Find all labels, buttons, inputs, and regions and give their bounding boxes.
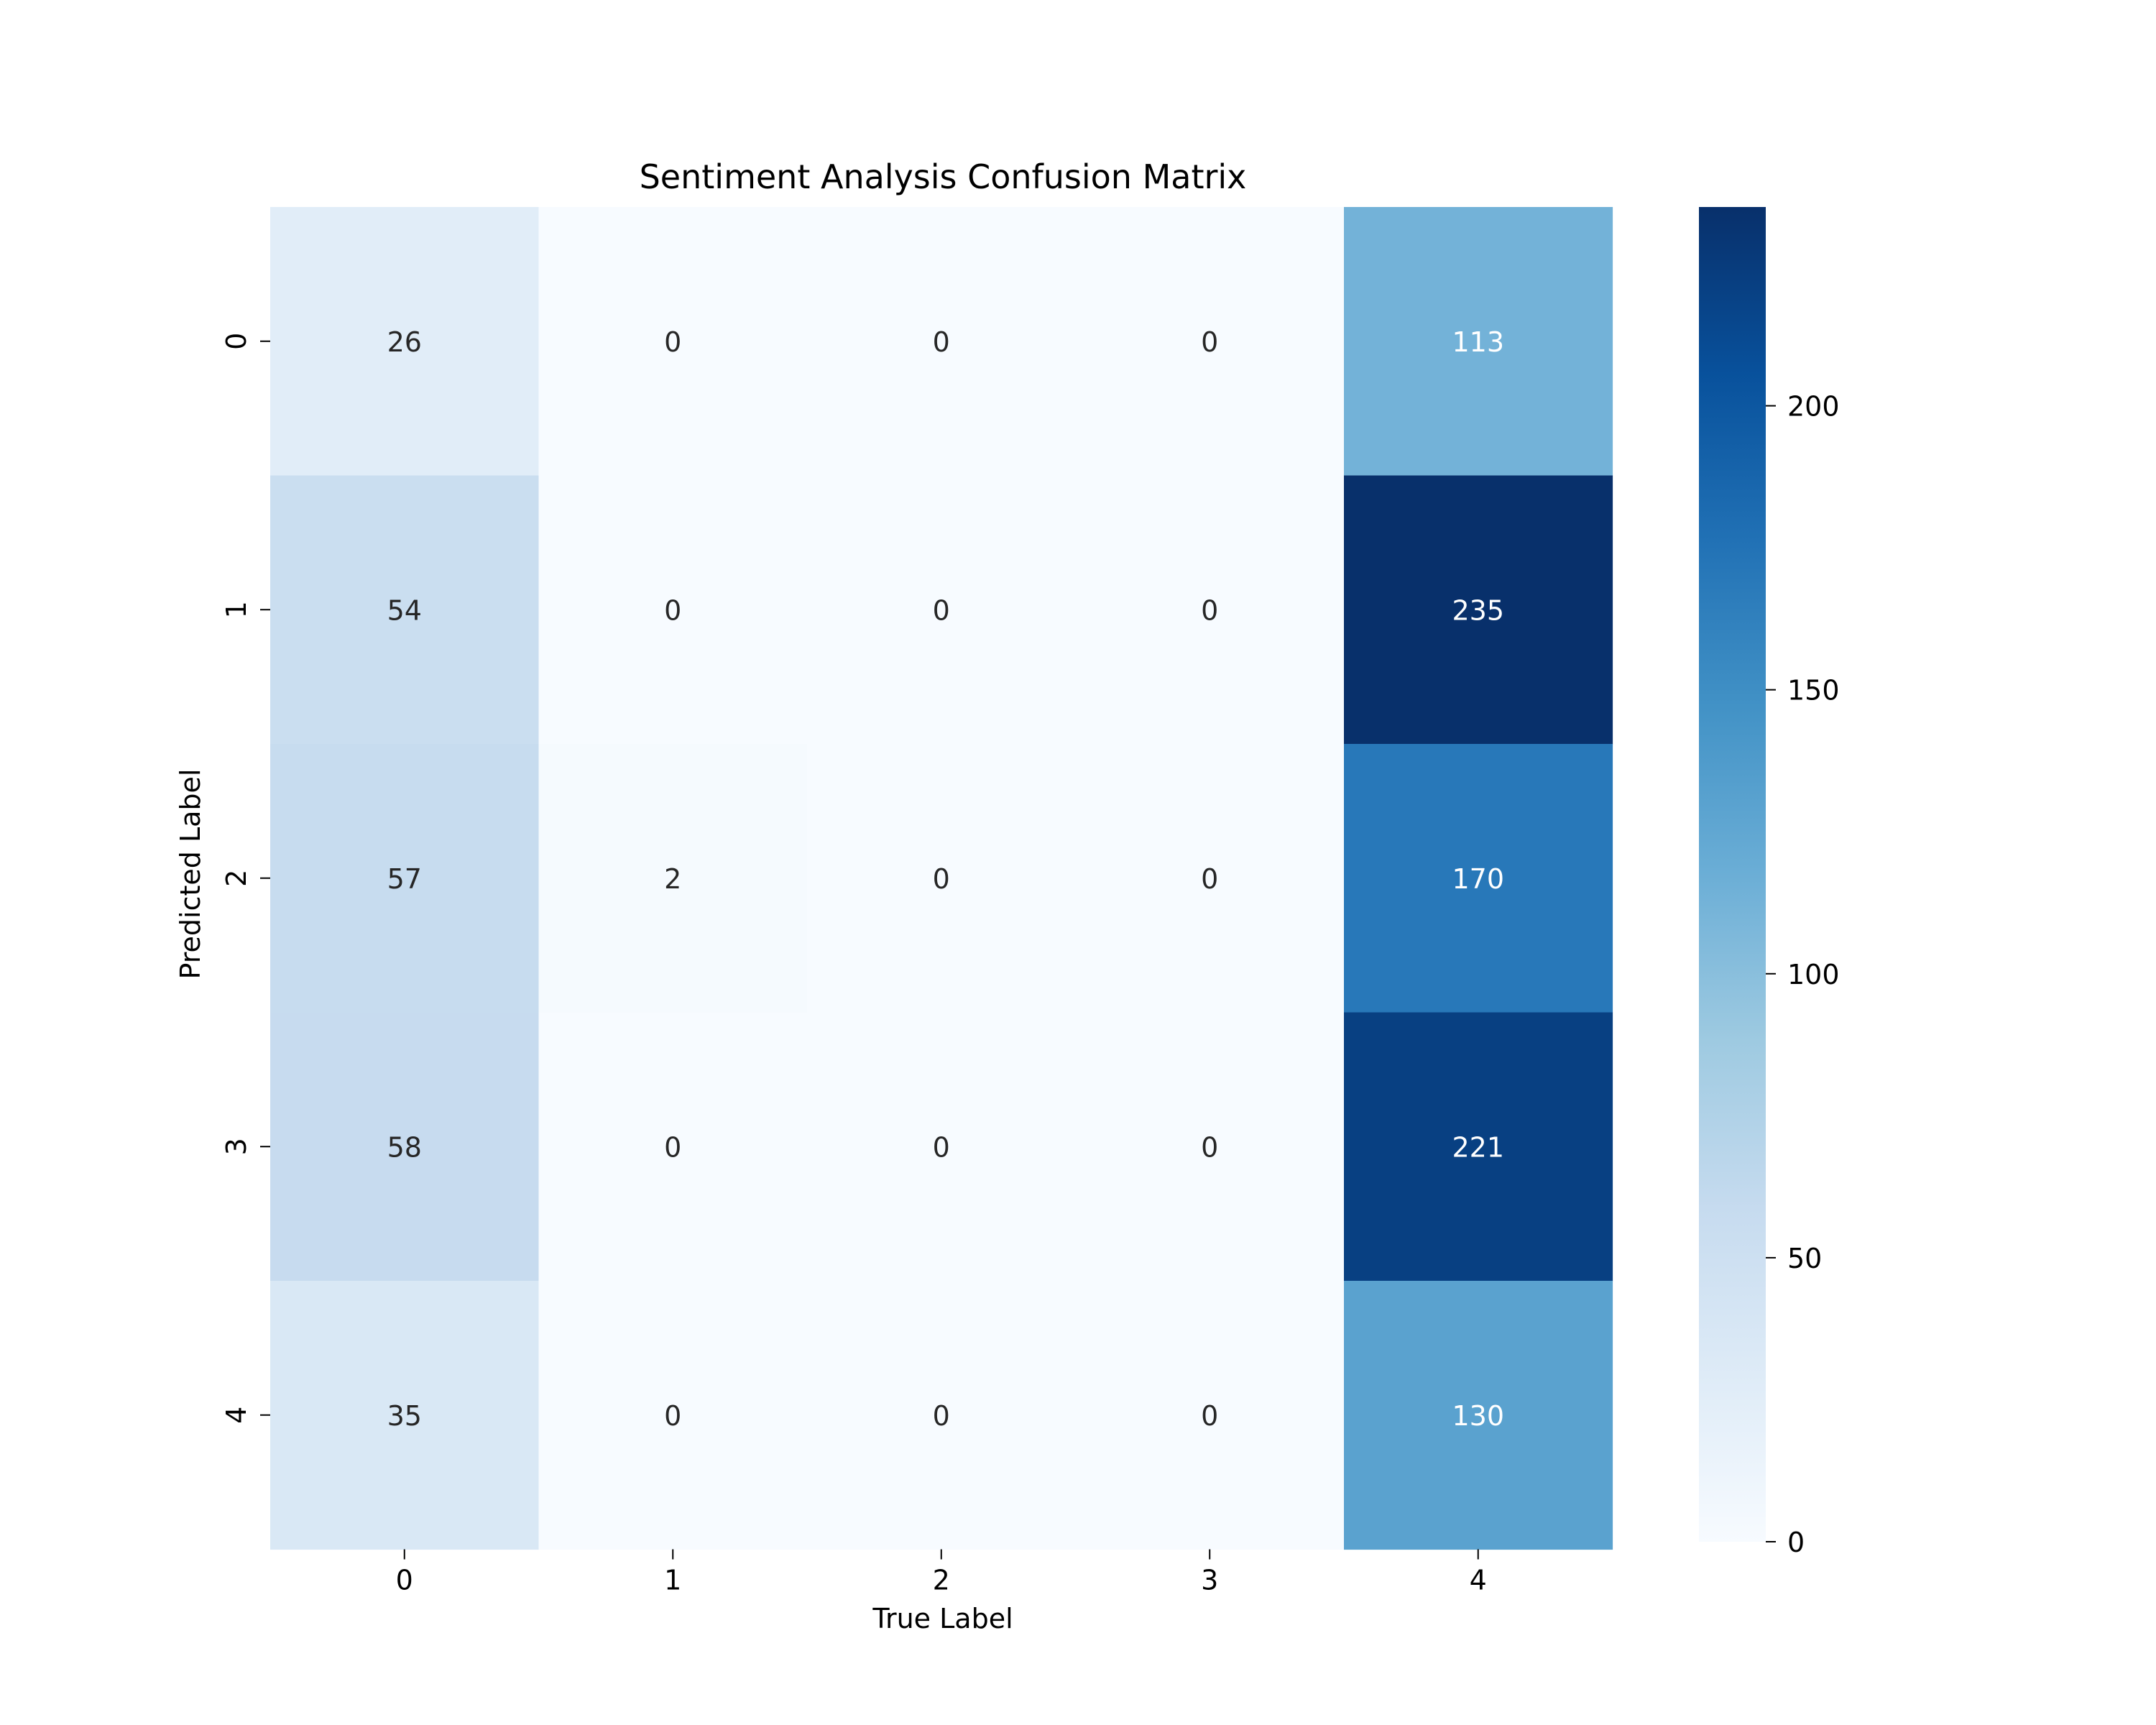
cell-value-label: 0	[933, 863, 950, 895]
heatmap-cell	[538, 475, 808, 745]
y-axis: 0 1 2 3 4	[221, 333, 270, 1424]
x-tick-label: 0	[396, 1565, 413, 1596]
cell-value-label: 0	[664, 594, 681, 626]
cell-value-label: 221	[1452, 1131, 1504, 1163]
cell-value-label: 26	[387, 326, 422, 358]
cell-value-label: 35	[387, 1400, 422, 1432]
x-axis: 0 1 2 3 4	[396, 1549, 1487, 1596]
y-tick-label: 0	[221, 333, 252, 350]
colorbar-tick-label: 0	[1787, 1527, 1805, 1558]
colorbar-tick-label: 100	[1787, 959, 1840, 990]
cell-value-label: 0	[664, 1400, 681, 1432]
cell-value-label: 130	[1452, 1400, 1504, 1432]
heatmap-cell	[538, 744, 808, 1013]
cell-value-label: 0	[933, 1131, 950, 1163]
x-tick-label: 3	[1201, 1565, 1218, 1596]
heatmap-cell	[807, 1012, 1077, 1282]
colorbar-tick-label: 200	[1787, 391, 1840, 423]
heatmap-cell	[1075, 1281, 1345, 1550]
cell-value-label: 58	[387, 1131, 422, 1163]
heatmap-cell	[1075, 1012, 1345, 1282]
y-tick-label: 3	[221, 1138, 252, 1155]
heatmap-cell	[538, 1281, 808, 1550]
x-tick-label: 4	[1470, 1565, 1487, 1596]
cell-value-label: 0	[1201, 1400, 1218, 1432]
cell-value-label: 0	[933, 1400, 950, 1432]
colorbar-gradient	[1699, 207, 1766, 1542]
heatmap-cell	[270, 1012, 540, 1282]
colorbar: 0 50 100 150 200	[1699, 207, 1840, 1558]
heatmap-cell	[1075, 744, 1345, 1013]
heatmap-cell	[807, 207, 1077, 477]
cell-value-label: 113	[1452, 326, 1504, 358]
y-tick-label: 4	[221, 1407, 252, 1424]
cell-value-label: 57	[387, 863, 422, 895]
x-tick-label: 1	[664, 1565, 681, 1596]
y-tick-label: 2	[221, 870, 252, 887]
heatmap-cell	[1344, 475, 1613, 745]
heatmap-cell	[270, 475, 540, 745]
heatmap-cell	[1344, 744, 1613, 1013]
cell-value-label: 2	[664, 863, 681, 895]
heatmap-cell	[1344, 1012, 1613, 1282]
colorbar-tick-label: 150	[1787, 675, 1840, 707]
cell-value-label: 235	[1452, 594, 1504, 626]
cell-value-label: 170	[1452, 863, 1504, 895]
cell-value-label: 54	[387, 594, 422, 626]
colorbar-ticks: 0 50 100 150 200	[1766, 391, 1840, 1558]
cell-value-label: 0	[1201, 326, 1218, 358]
heatmap-cell	[1075, 207, 1345, 477]
heatmap-cell	[270, 744, 540, 1013]
x-tick-label: 2	[933, 1565, 950, 1596]
heatmap-cell	[807, 744, 1077, 1013]
cell-value-label: 0	[933, 594, 950, 626]
heatmap-cell	[1344, 1281, 1613, 1550]
x-axis-label: True Label	[872, 1603, 1013, 1634]
heatmap-cells	[270, 207, 1613, 1550]
heatmap-cell	[1075, 475, 1345, 745]
heatmap-cell	[538, 1012, 808, 1282]
heatmap-cell	[538, 207, 808, 477]
cell-value-label: 0	[664, 326, 681, 358]
heatmap-cell	[270, 1281, 540, 1550]
cell-value-label: 0	[1201, 1131, 1218, 1163]
chart-title: Sentiment Analysis Confusion Matrix	[640, 157, 1247, 196]
heatmap-cell-labels: 26 0 0 0 113 54 0 0 0 235 57 2 0 0 170 58 0 0 0 221 35 0 0 0 130	[387, 326, 1504, 1432]
cell-value-label: 0	[664, 1131, 681, 1163]
y-tick-label: 1	[221, 601, 252, 618]
heatmap-cell	[807, 1281, 1077, 1550]
cell-value-label: 0	[1201, 863, 1218, 895]
heatmap-cell	[270, 207, 540, 477]
y-axis-label: Predicted Label	[175, 769, 206, 980]
cell-value-label: 0	[1201, 594, 1218, 626]
heatmap-cell	[1344, 207, 1613, 477]
colorbar-tick-label: 50	[1787, 1243, 1822, 1274]
cell-value-label: 0	[933, 326, 950, 358]
heatmap-cell	[807, 475, 1077, 745]
